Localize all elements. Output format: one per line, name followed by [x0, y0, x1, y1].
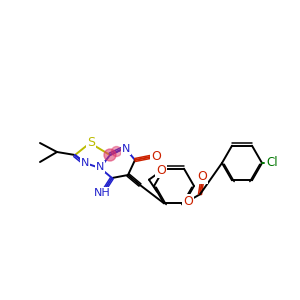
Text: S: S [87, 136, 95, 149]
Circle shape [112, 146, 122, 157]
Text: O: O [151, 151, 161, 164]
Text: O: O [183, 195, 193, 208]
Text: NH: NH [94, 188, 110, 198]
Text: N: N [122, 144, 130, 154]
Circle shape [104, 149, 116, 161]
Text: O: O [197, 170, 207, 183]
Text: N: N [81, 158, 89, 168]
Text: Cl: Cl [266, 157, 278, 169]
Text: N: N [96, 162, 104, 172]
Text: O: O [156, 164, 166, 177]
